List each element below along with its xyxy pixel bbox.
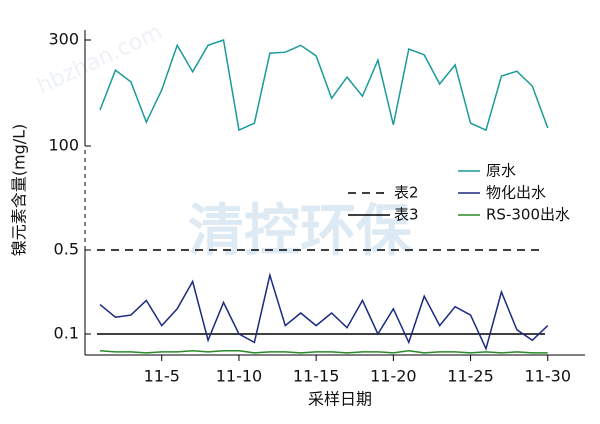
x-tick-label: 11-10 xyxy=(216,367,263,386)
legend-label: RS-300出水 xyxy=(486,206,570,224)
y-tick-label: 100 xyxy=(48,136,79,155)
x-axis-title: 采样日期 xyxy=(308,390,372,409)
x-tick-label: 11-20 xyxy=(370,367,417,386)
legend-label: 表2 xyxy=(394,184,419,202)
legend-label: 物化出水 xyxy=(486,184,546,202)
data-line xyxy=(99,39,549,132)
data-line xyxy=(99,350,548,354)
y-axis-title: 镍元素含量(mg/L) xyxy=(10,124,29,257)
x-tick-label: 11-30 xyxy=(525,367,572,386)
x-tick-label: 11-5 xyxy=(144,367,180,386)
legend-label: 表3 xyxy=(394,206,419,224)
watermark: 清控环保 xyxy=(188,199,413,264)
data-line xyxy=(99,272,549,351)
y-tick-label: 0.1 xyxy=(54,324,79,343)
legend-label: 原水 xyxy=(486,162,516,180)
x-tick-label: 11-25 xyxy=(447,367,494,386)
y-tick-label: 0.5 xyxy=(54,240,79,259)
x-tick-label: 11-15 xyxy=(293,367,340,386)
y-tick-label: 300 xyxy=(48,30,79,49)
